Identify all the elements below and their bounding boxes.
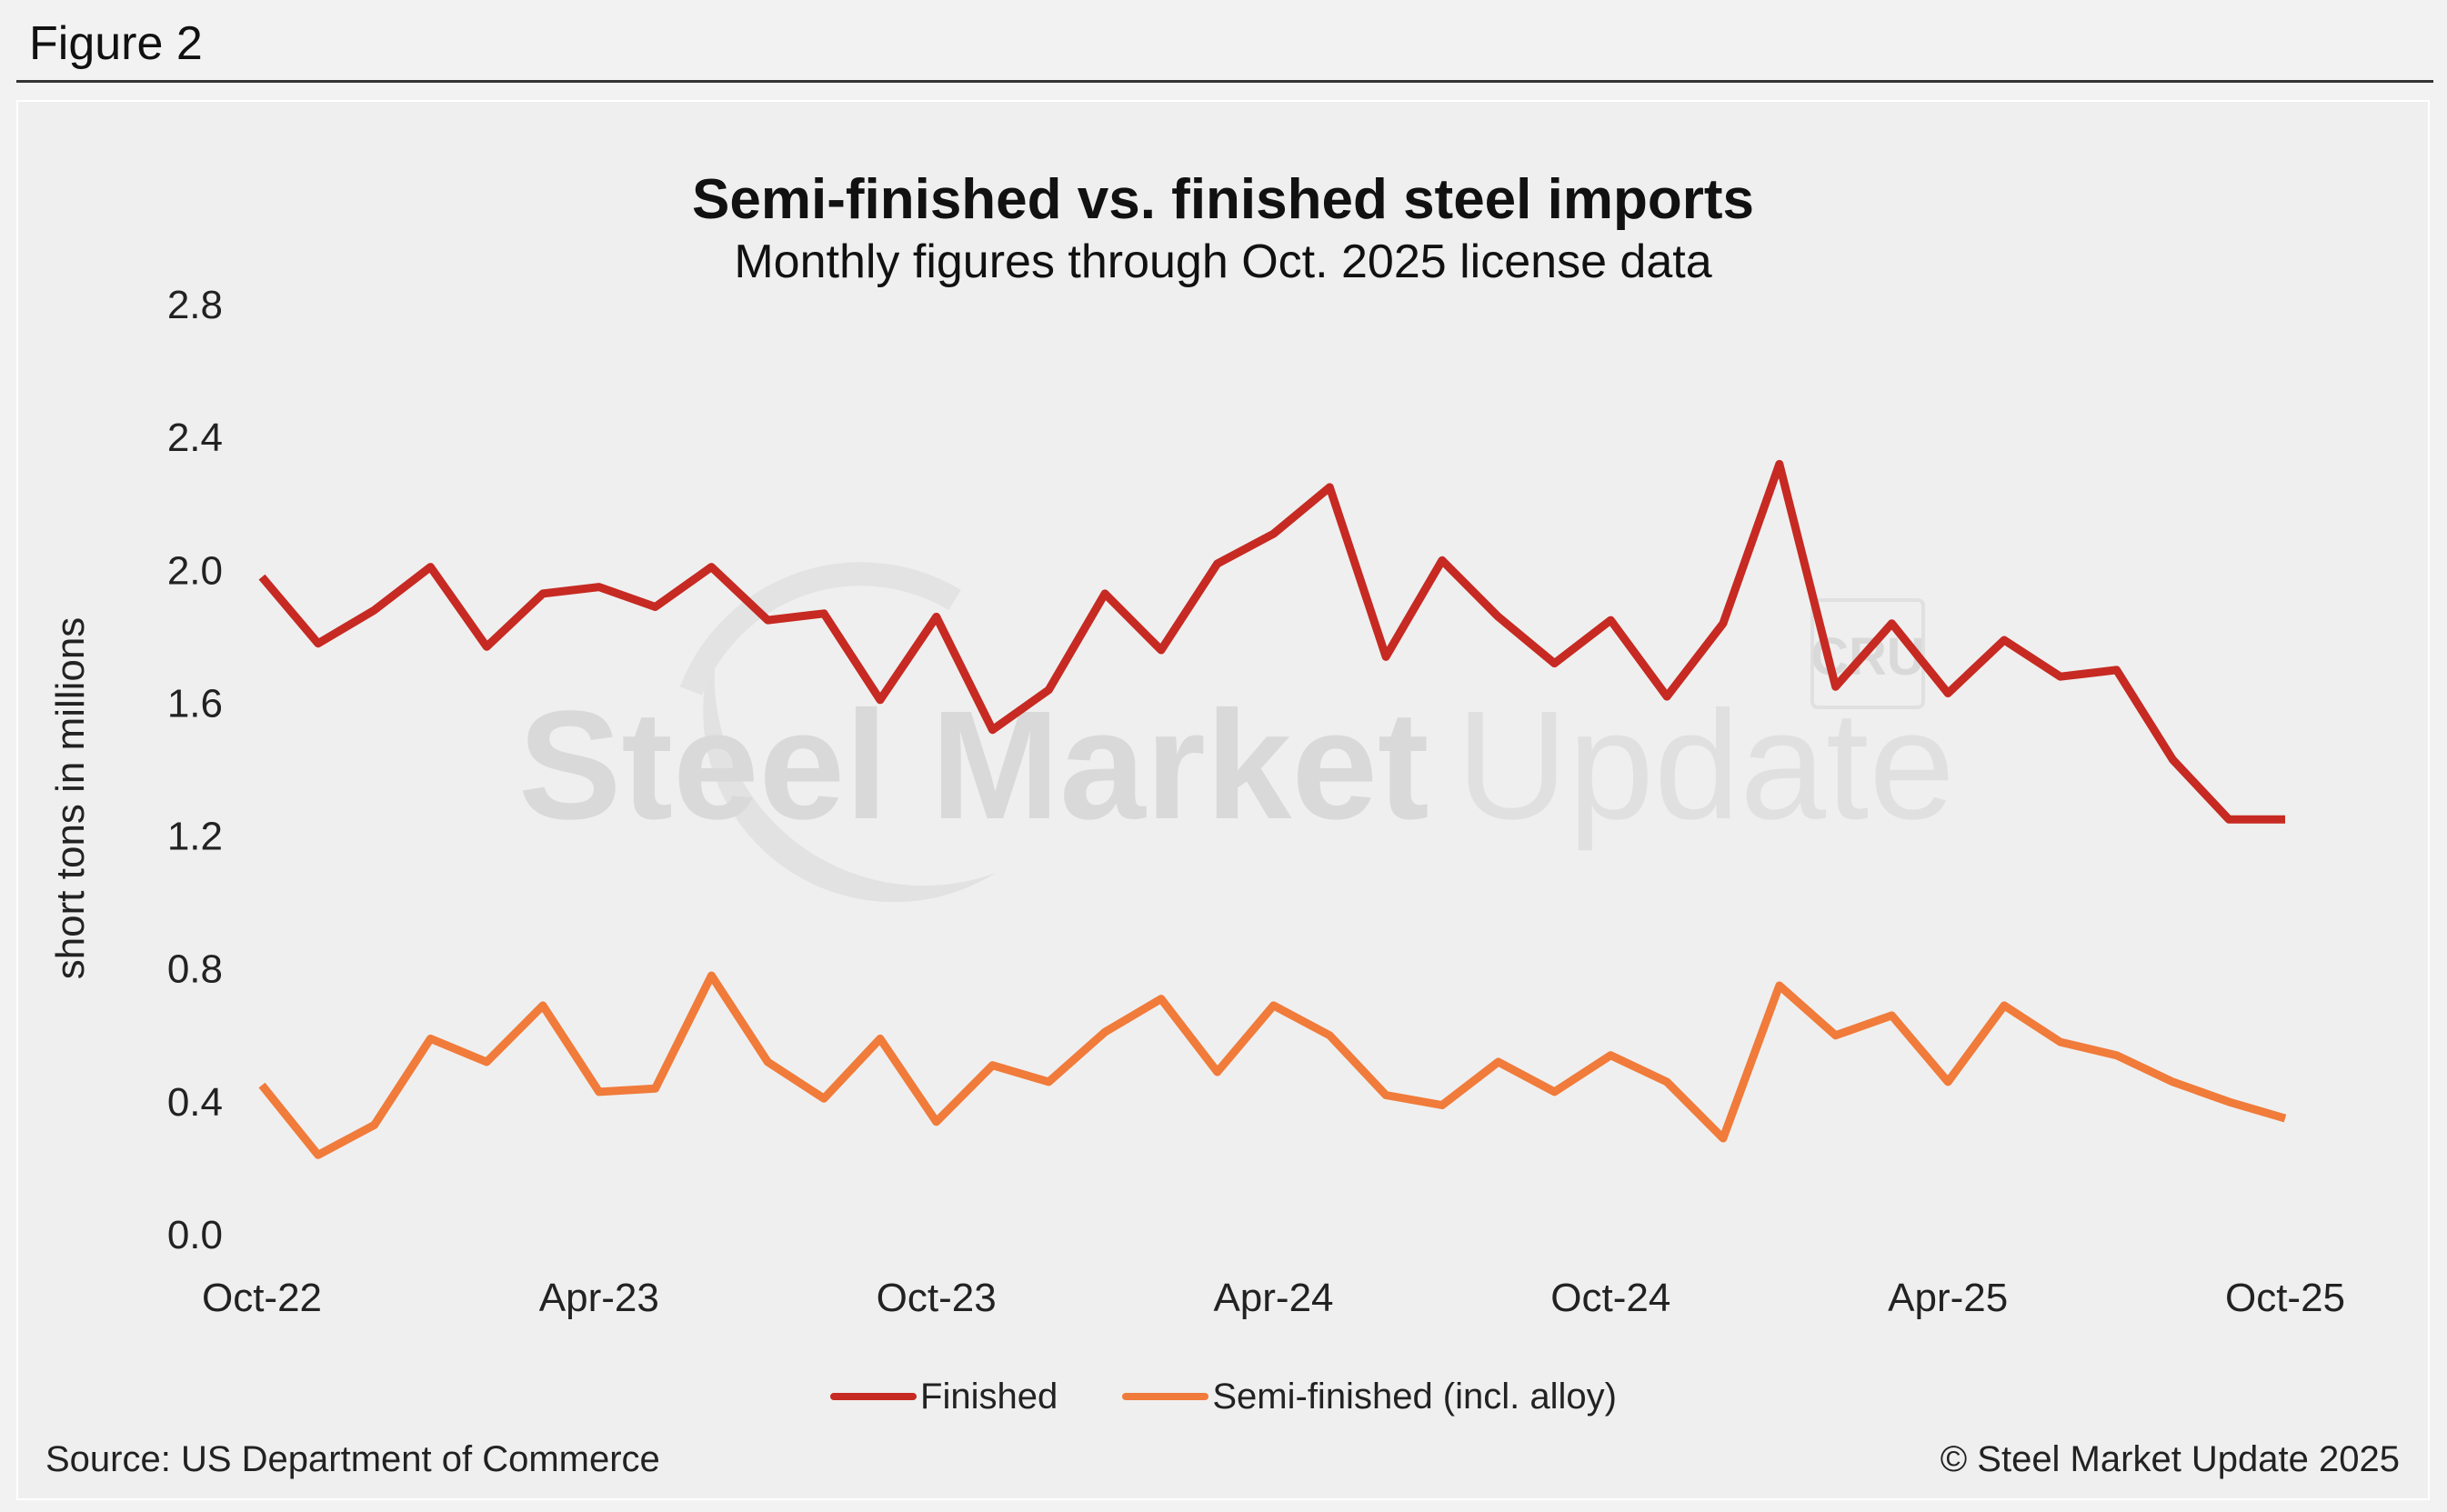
y-tick-label: 2.4: [167, 416, 223, 460]
watermark-swoosh: [703, 636, 996, 903]
legend-label-finished: Finished: [920, 1376, 1058, 1417]
legend: Finished Semi-finished (incl. alloy): [0, 1368, 2447, 1417]
y-tick-label: 2.8: [167, 283, 223, 327]
x-tick-label: Oct-24: [1550, 1276, 1670, 1320]
x-tick-label: Oct-22: [202, 1276, 322, 1320]
figure-label: Figure 2: [29, 17, 203, 70]
watermark-text-light: Update: [1457, 679, 1955, 852]
series-finished: [258, 459, 2286, 824]
source-note: Source: US Department of Commerce: [45, 1439, 660, 1479]
legend-swatch-finished: [830, 1393, 918, 1400]
y-tick-label: 2.0: [167, 548, 223, 593]
x-tick-label: Apr-24: [1213, 1276, 1333, 1320]
legend-item-finished: Finished: [830, 1377, 1058, 1417]
legend-label-semi-finished: Semi-finished (incl. alloy): [1212, 1376, 1617, 1417]
copyright-note: © Steel Market Update 2025: [1940, 1439, 2400, 1479]
series-layer: [258, 459, 2287, 1159]
watermark-text-bold: Steel Market: [518, 679, 1429, 852]
y-tick-label: 1.2: [167, 815, 223, 859]
watermark: Steel Market Update CRU: [518, 562, 1955, 903]
series-line: [258, 971, 2287, 1159]
chart-subtitle: Monthly figures through Oct. 2025 licens…: [734, 235, 1711, 288]
figure-rule: [16, 80, 2433, 83]
y-tick-label: 0.8: [167, 947, 223, 992]
x-axis: Oct-22 Apr-23 Oct-23 Apr-24 Oct-24 Apr-25 Oct-…: [202, 1276, 2345, 1320]
series-semi-finished: [258, 971, 2287, 1159]
y-tick-label: 1.6: [167, 681, 223, 726]
legend-swatch-semi-finished: [1122, 1393, 1209, 1400]
chart-panel: [16, 100, 2430, 1500]
legend-item-semi-finished: Semi-finished (incl. alloy): [1122, 1377, 1617, 1417]
x-tick-label: Apr-25: [1888, 1276, 2008, 1320]
watermark-badge: [1810, 598, 1925, 709]
watermark-text: Steel Market Update: [518, 679, 1955, 852]
x-tick-label: Oct-23: [877, 1276, 997, 1320]
y-axis-label: short tons in millions: [48, 617, 93, 980]
y-tick-label: 0.0: [167, 1213, 223, 1257]
chart-title: Semi-finished vs. finished steel imports: [692, 168, 1754, 231]
watermark-arc: [679, 562, 961, 696]
x-tick-label: Oct-25: [2225, 1276, 2345, 1320]
x-tick-label: Apr-23: [539, 1276, 659, 1320]
y-tick-label: 0.4: [167, 1080, 223, 1125]
y-axis: 0.0 0.4 0.8 1.2 1.6 2.0 2.4 2.8: [167, 283, 223, 1257]
